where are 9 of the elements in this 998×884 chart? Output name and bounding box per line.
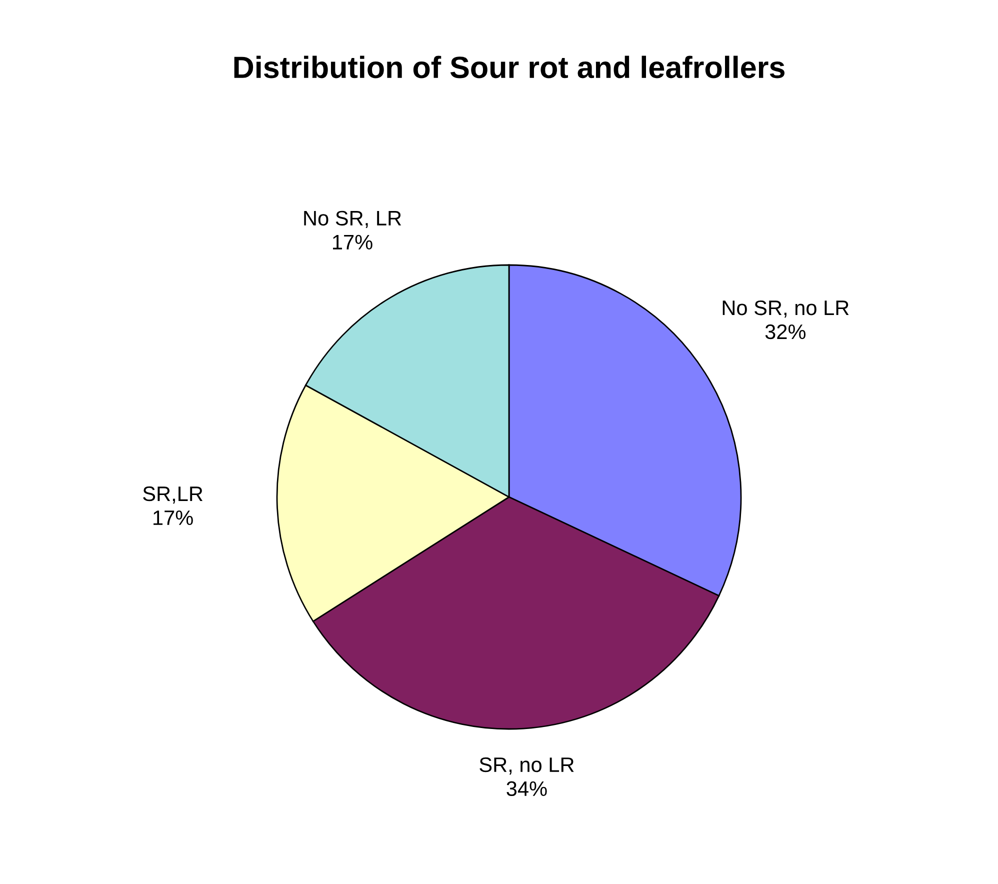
slice-label: No SR, LR bbox=[304, 210, 402, 228]
slice-label: SR, no LR bbox=[480, 757, 574, 775]
data-label: 17% bbox=[332, 234, 372, 250]
slice-label: No SR, no LR bbox=[722, 300, 849, 318]
slice-label: SR,LR bbox=[143, 486, 203, 504]
data-label: 32% bbox=[765, 324, 806, 340]
data-label: 17% bbox=[154, 510, 193, 526]
chart-title: Distribution of Sour rot and leafrollers bbox=[234, 56, 784, 78]
data-label: 34% bbox=[506, 781, 547, 796]
